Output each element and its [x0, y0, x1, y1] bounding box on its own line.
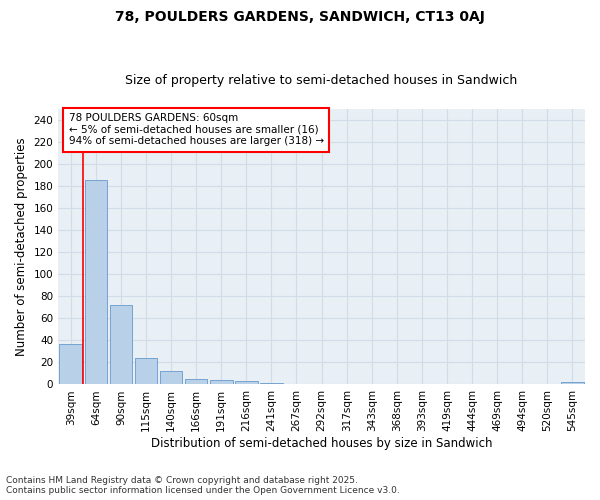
- Bar: [59, 344, 82, 384]
- Bar: [235, 381, 257, 384]
- Bar: [160, 371, 182, 384]
- Bar: [110, 305, 132, 384]
- Bar: [134, 358, 157, 384]
- Text: 78 POULDERS GARDENS: 60sqm
← 5% of semi-detached houses are smaller (16)
94% of : 78 POULDERS GARDENS: 60sqm ← 5% of semi-…: [69, 113, 324, 146]
- Bar: [210, 380, 233, 384]
- Text: 78, POULDERS GARDENS, SANDWICH, CT13 0AJ: 78, POULDERS GARDENS, SANDWICH, CT13 0AJ: [115, 10, 485, 24]
- Bar: [561, 382, 584, 384]
- Title: Size of property relative to semi-detached houses in Sandwich: Size of property relative to semi-detach…: [125, 74, 518, 87]
- Text: Contains HM Land Registry data © Crown copyright and database right 2025.
Contai: Contains HM Land Registry data © Crown c…: [6, 476, 400, 495]
- Bar: [185, 379, 208, 384]
- X-axis label: Distribution of semi-detached houses by size in Sandwich: Distribution of semi-detached houses by …: [151, 437, 493, 450]
- Bar: [85, 180, 107, 384]
- Y-axis label: Number of semi-detached properties: Number of semi-detached properties: [15, 138, 28, 356]
